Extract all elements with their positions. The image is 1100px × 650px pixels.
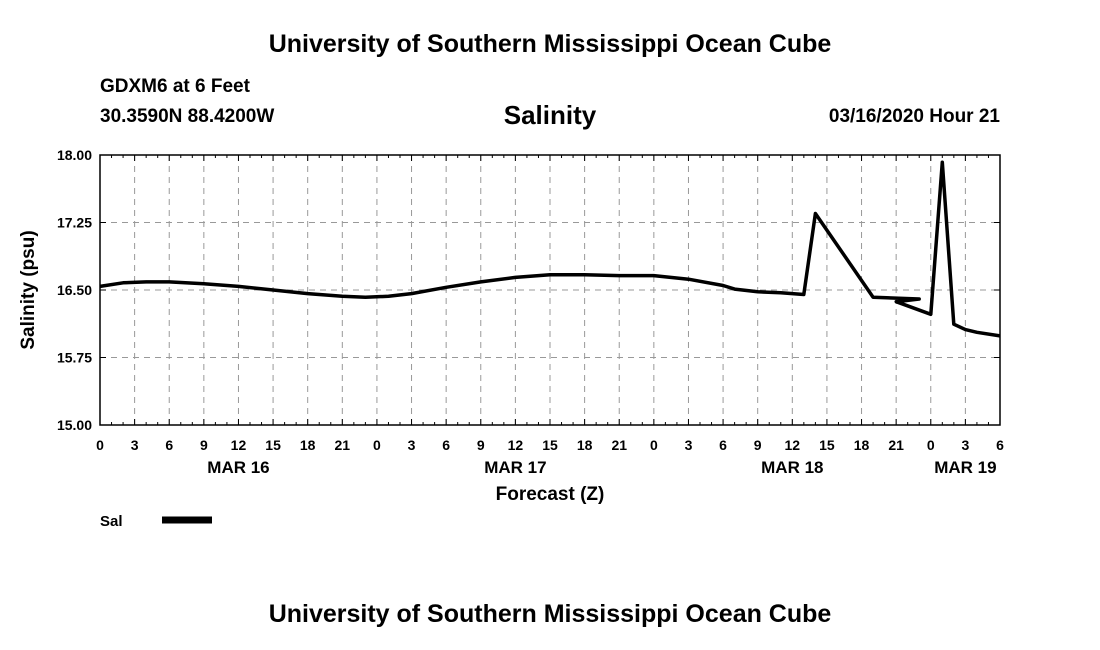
x-tick-label: 0: [96, 437, 104, 453]
salinity-data-point: [203, 283, 205, 285]
x-tick-label: 21: [611, 437, 627, 453]
x-tick-label: 12: [508, 437, 524, 453]
salinity-data-point: [780, 292, 782, 294]
x-tick-label: 15: [542, 437, 558, 453]
salinity-data-point: [941, 161, 943, 163]
x-tick-label: 3: [685, 437, 693, 453]
x-tick-label: 3: [961, 437, 969, 453]
salinity-data-point: [549, 274, 551, 276]
x-tick-label: 9: [754, 437, 762, 453]
legend-label: Sal: [100, 513, 123, 530]
salinity-data-point: [122, 282, 124, 284]
salinity-data-point: [387, 295, 389, 297]
y-tick-label: 16.50: [57, 282, 92, 298]
top-title: University of Southern Mississippi Ocean…: [268, 30, 832, 58]
salinity-data-point: [99, 285, 101, 287]
x-tick-label: 18: [300, 437, 316, 453]
salinity-data-point: [918, 298, 920, 300]
salinity-data-point: [803, 294, 805, 295]
salinity-data-point: [653, 275, 655, 277]
salinity-data-point: [757, 291, 759, 293]
y-axis-label: Salinity (psu): [18, 230, 39, 349]
date-label: MAR 17: [484, 458, 546, 477]
x-tick-label: 9: [477, 437, 485, 453]
salinity-data-point: [964, 329, 966, 331]
y-tick-label: 17.25: [57, 215, 92, 231]
chart-title: Salinity: [503, 100, 597, 130]
salinity-data-point: [872, 296, 874, 298]
date-label: MAR 16: [207, 458, 269, 477]
salinity-data-point: [895, 301, 897, 303]
salinity-data-point: [307, 293, 309, 295]
salinity-data-point: [722, 285, 724, 286]
x-tick-label: 15: [265, 437, 281, 453]
y-tick-label: 15.00: [57, 417, 92, 433]
salinity-data-point: [237, 285, 239, 287]
salinity-data-point: [514, 276, 516, 278]
plot-frame: [99, 154, 1001, 426]
salinity-data-point: [734, 288, 736, 290]
x-tick-label: 3: [408, 437, 416, 453]
salinity-data-point: [480, 281, 482, 283]
salinity-data-point: [930, 313, 932, 315]
x-axis-label: Forecast (Z): [496, 484, 605, 505]
x-tick-label: 6: [442, 437, 450, 453]
coordinates-label: 30.3590N 88.4200W: [100, 106, 275, 127]
x-tick-label: 21: [888, 437, 904, 453]
x-tick-label: 12: [231, 437, 247, 453]
salinity-data-point: [584, 274, 586, 276]
salinity-data-point: [364, 296, 366, 298]
salinity-data-point: [272, 289, 274, 291]
salinity-data-point: [618, 275, 620, 277]
x-tick-label: 6: [996, 437, 1004, 453]
date-label: MAR 18: [761, 458, 823, 477]
x-tick-label: 0: [927, 437, 935, 453]
x-tick-label: 18: [854, 437, 870, 453]
x-tick-label: 6: [719, 437, 727, 453]
salinity-data-point: [814, 213, 816, 214]
x-tick-label: 18: [577, 437, 593, 453]
salinity-data-point: [145, 281, 147, 283]
x-tick-label: 0: [373, 437, 381, 453]
x-tick-label: 21: [335, 437, 351, 453]
salinity-data-point: [687, 278, 689, 280]
y-tick-label: 15.75: [57, 350, 92, 366]
x-tick-label: 0: [650, 437, 658, 453]
y-tick-label: 18.00: [57, 147, 92, 163]
salinity-data-point: [168, 281, 170, 283]
x-tick-label: 9: [200, 437, 208, 453]
x-tick-label: 15: [819, 437, 835, 453]
date-label: MAR 19: [934, 458, 996, 477]
salinity-data-point: [341, 295, 343, 297]
forecast-datetime: 03/16/2020 Hour 21: [828, 106, 1000, 127]
salinity-data-point: [445, 286, 447, 288]
x-tick-label: 12: [785, 437, 801, 453]
salinity-data-point: [953, 323, 955, 325]
station-label: GDXM6 at 6 Feet: [100, 76, 250, 97]
salinity-data-point: [411, 293, 413, 295]
salinity-data-point: [976, 331, 978, 333]
x-tick-label: 6: [165, 437, 173, 453]
salinity-data-point: [999, 335, 1001, 337]
x-tick-label: 3: [131, 437, 139, 453]
bottom-title: University of Southern Mississippi Ocean…: [268, 600, 832, 628]
